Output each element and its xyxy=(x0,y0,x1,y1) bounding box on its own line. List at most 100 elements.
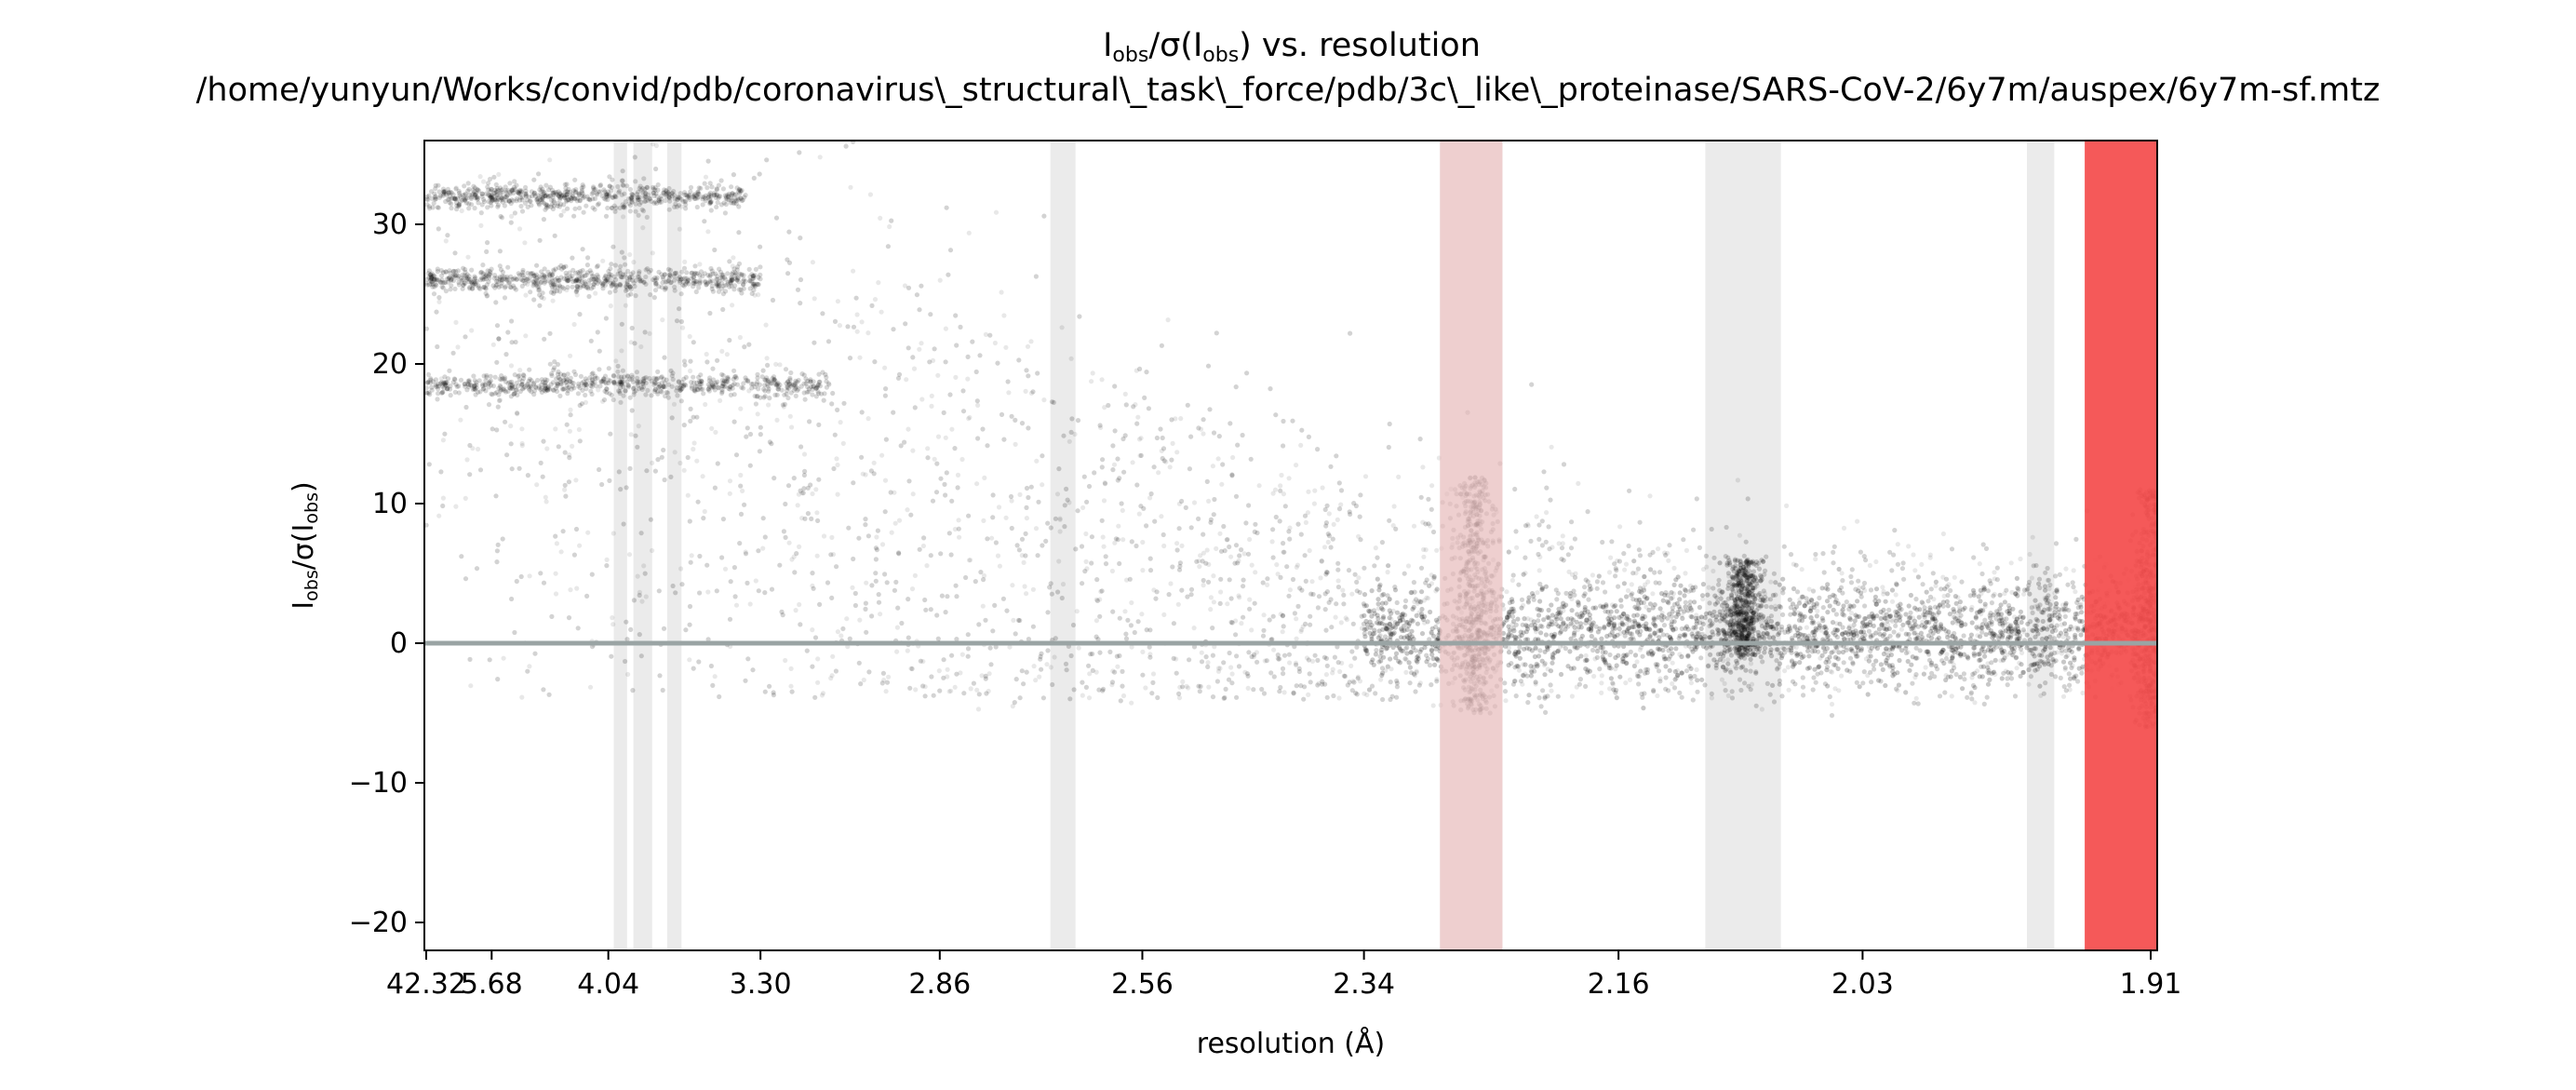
scatter-point xyxy=(1737,656,1742,662)
scatter-point xyxy=(1236,593,1241,599)
scatter-point xyxy=(678,318,685,325)
scatter-point xyxy=(738,483,744,489)
scatter-point xyxy=(2062,666,2068,672)
scatter-point xyxy=(629,408,635,413)
scatter-point xyxy=(816,477,822,482)
scatter-point xyxy=(519,694,525,700)
scatter-point xyxy=(987,332,993,338)
scatter-point xyxy=(1277,518,1282,524)
scatter-point xyxy=(638,653,644,659)
scatter-point xyxy=(1340,587,1346,593)
scatter-point xyxy=(815,518,821,524)
scatter-point xyxy=(574,585,580,591)
scatter-point xyxy=(1554,597,1560,602)
scatter-point xyxy=(1889,568,1895,573)
scatter-point xyxy=(1147,654,1153,660)
scatter-point xyxy=(2009,626,2015,632)
scatter-point xyxy=(1944,631,1950,637)
scatter-point xyxy=(1546,524,1551,530)
scatter-point xyxy=(844,616,850,622)
scatter-point xyxy=(958,324,963,330)
scatter-point xyxy=(1214,545,1219,552)
scatter-point xyxy=(869,303,875,308)
scatter-point xyxy=(944,470,949,476)
scatter-point xyxy=(1945,592,1951,599)
scatter-point xyxy=(871,471,877,477)
scatter-point xyxy=(637,632,642,638)
scatter-point xyxy=(840,626,846,631)
scatter-point xyxy=(1196,516,1201,522)
scatter-point xyxy=(1225,536,1230,543)
scatter-point xyxy=(1619,616,1625,623)
scatter-point xyxy=(1616,584,1621,589)
scatter-point xyxy=(837,323,843,329)
scatter-point xyxy=(1247,597,1253,602)
scatter-point xyxy=(1762,572,1767,577)
scatter-point xyxy=(539,42,543,47)
scatter-point xyxy=(1358,492,1363,498)
scatter-point xyxy=(1129,700,1134,706)
scatter-point xyxy=(1331,521,1336,528)
scatter-point xyxy=(1968,691,1974,697)
scatter-point xyxy=(1185,594,1190,599)
scatter-point xyxy=(1992,669,1997,675)
scatter-point xyxy=(1508,629,1513,635)
scatter-point xyxy=(1131,404,1136,410)
scatter-point xyxy=(1174,656,1179,662)
scatter-point xyxy=(1706,663,1711,668)
scatter-point xyxy=(1143,685,1148,691)
scatter-point xyxy=(1223,686,1228,693)
scatter-point xyxy=(1168,581,1174,586)
scatter-point xyxy=(1084,566,1090,572)
scatter-point xyxy=(496,171,502,177)
scatter-point xyxy=(463,495,468,502)
scatter-point xyxy=(1748,687,1753,693)
scatter-point xyxy=(1425,596,1431,601)
scatter-point xyxy=(600,398,606,404)
scatter-point xyxy=(1049,591,1054,597)
scatter-point xyxy=(1009,413,1014,419)
scatter-point xyxy=(957,534,962,540)
scatter-point xyxy=(1071,687,1077,693)
scatter-point xyxy=(576,426,583,433)
scatter-point xyxy=(1635,566,1641,572)
scatter-point xyxy=(2008,560,2014,566)
scatter-point xyxy=(1353,691,1359,696)
scatter-point xyxy=(550,298,556,303)
scatter-point xyxy=(1957,607,1963,612)
scatter-point xyxy=(1520,602,1526,609)
scatter-point xyxy=(626,552,633,558)
scatter-point xyxy=(1006,390,1012,396)
scatter-point xyxy=(485,240,490,246)
scatter-point xyxy=(935,372,941,378)
scatter-point xyxy=(1001,437,1007,442)
scatter-point xyxy=(1559,557,1564,562)
scatter-point xyxy=(1834,621,1840,626)
scatter-point xyxy=(1791,662,1796,668)
scatter-point xyxy=(1012,700,1017,706)
scatter-point xyxy=(1831,648,1837,653)
scatter-point xyxy=(2062,613,2068,620)
scatter-point xyxy=(1134,368,1139,373)
scatter-point xyxy=(1045,520,1051,526)
scatter-point xyxy=(1634,628,1640,634)
scatter-point xyxy=(756,292,761,298)
scatter-point xyxy=(1758,604,1764,610)
scatter-point xyxy=(1176,501,1182,506)
scatter-point xyxy=(1833,612,1839,617)
scatter-point xyxy=(1996,618,2002,624)
scatter-point xyxy=(495,404,501,410)
scatter-point xyxy=(1293,660,1299,666)
scatter-point xyxy=(1300,624,1306,629)
scatter-point xyxy=(1251,652,1257,657)
scatter-point xyxy=(1330,536,1335,542)
scatter-point xyxy=(2048,671,2054,678)
scatter-point xyxy=(798,276,804,283)
scatter-point xyxy=(1074,609,1080,614)
scatter-point xyxy=(722,566,729,572)
scatter-point xyxy=(1671,565,1677,572)
scatter-point xyxy=(802,468,808,474)
scatter-point xyxy=(1520,681,1525,687)
scatter-point xyxy=(798,301,803,306)
scatter-point xyxy=(1954,611,1960,616)
